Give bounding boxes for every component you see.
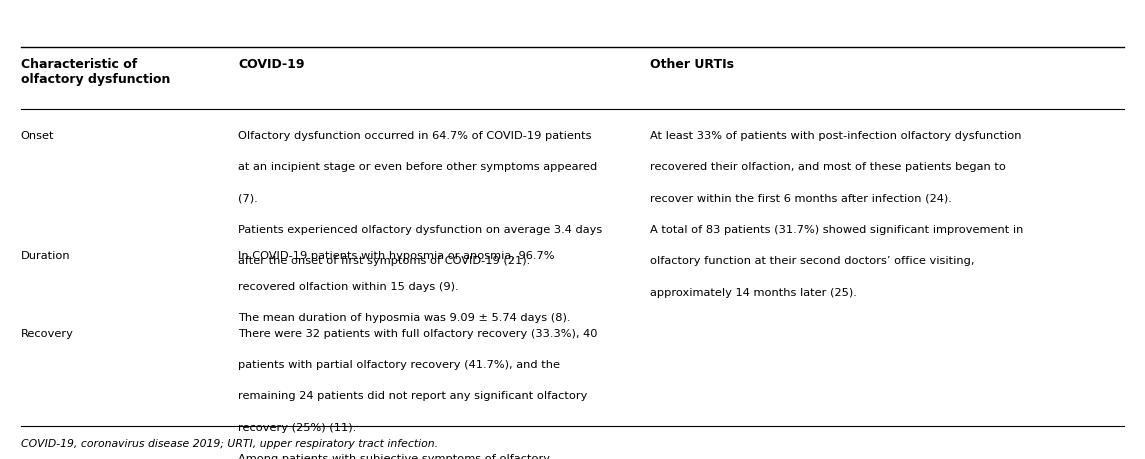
- Text: Olfactory dysfunction occurred in 64.7% of COVID-19 patients: Olfactory dysfunction occurred in 64.7% …: [238, 131, 592, 141]
- Text: A total of 83 patients (31.7%) showed significant improvement in: A total of 83 patients (31.7%) showed si…: [650, 224, 1024, 235]
- Text: remaining 24 patients did not report any significant olfactory: remaining 24 patients did not report any…: [238, 391, 587, 401]
- Text: Characteristic of
olfactory dysfunction: Characteristic of olfactory dysfunction: [21, 57, 169, 85]
- Text: In COVID-19 patients with hyposmia or anosmia, 96.7%: In COVID-19 patients with hyposmia or an…: [238, 250, 554, 260]
- Text: COVID-19: COVID-19: [238, 57, 305, 70]
- Text: at an incipient stage or even before other symptoms appeared: at an incipient stage or even before oth…: [238, 162, 598, 172]
- Text: At least 33% of patients with post-infection olfactory dysfunction: At least 33% of patients with post-infec…: [650, 131, 1021, 141]
- Text: approximately 14 months later (25).: approximately 14 months later (25).: [650, 287, 858, 297]
- Text: recover within the first 6 months after infection (24).: recover within the first 6 months after …: [650, 193, 953, 203]
- Text: (7).: (7).: [238, 193, 258, 203]
- Text: Onset: Onset: [21, 131, 54, 141]
- Text: Among patients with subjective symptoms of olfactory: Among patients with subjective symptoms …: [238, 453, 550, 459]
- Text: patients with partial olfactory recovery (41.7%), and the: patients with partial olfactory recovery…: [238, 359, 560, 369]
- Text: recovery (25%) (11).: recovery (25%) (11).: [238, 422, 356, 432]
- Text: COVID-19, coronavirus disease 2019; URTI, upper respiratory tract infection.: COVID-19, coronavirus disease 2019; URTI…: [21, 438, 437, 448]
- Text: recovered their olfaction, and most of these patients began to: recovered their olfaction, and most of t…: [650, 162, 1006, 172]
- Text: Recovery: Recovery: [21, 328, 73, 338]
- Text: The mean duration of hyposmia was 9.09 ± 5.74 days (8).: The mean duration of hyposmia was 9.09 ±…: [238, 313, 570, 323]
- Text: recovered olfaction within 15 days (9).: recovered olfaction within 15 days (9).: [238, 281, 459, 291]
- Text: Patients experienced olfactory dysfunction on average 3.4 days: Patients experienced olfactory dysfuncti…: [238, 224, 602, 235]
- Text: Other URTIs: Other URTIs: [650, 57, 734, 70]
- Text: olfactory function at their second doctors’ office visiting,: olfactory function at their second docto…: [650, 256, 974, 266]
- Text: Duration: Duration: [21, 250, 70, 260]
- Text: There were 32 patients with full olfactory recovery (33.3%), 40: There were 32 patients with full olfacto…: [238, 328, 598, 338]
- Text: after the onset of first symptoms of COVID-19 (21).: after the onset of first symptoms of COV…: [238, 256, 530, 266]
